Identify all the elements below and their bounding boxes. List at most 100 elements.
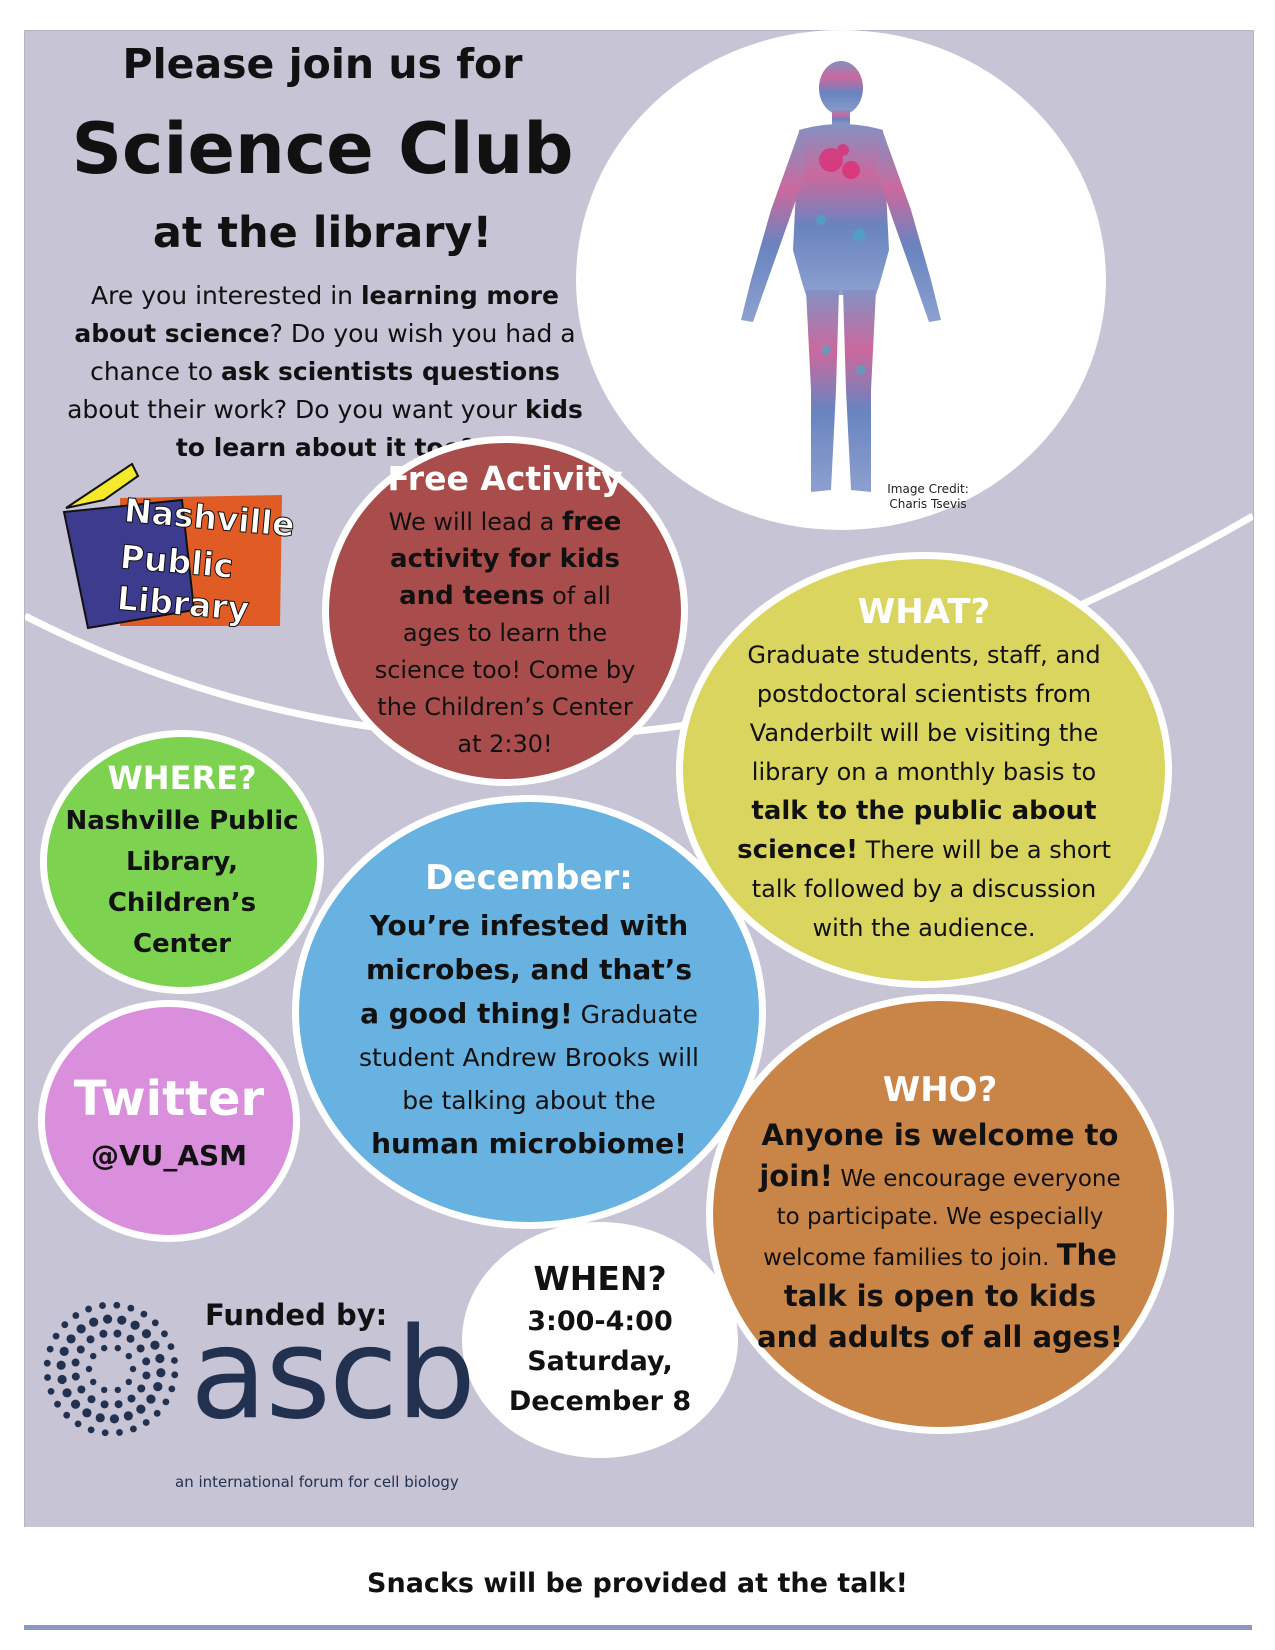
ascb-logo-dot — [99, 1302, 106, 1309]
december-title: December: — [425, 858, 633, 898]
header-line-3: at the library! — [152, 208, 493, 258]
ascb-logo-dot — [156, 1368, 166, 1378]
ascb-dots-logo-icon — [43, 1301, 179, 1437]
ascb-logo-dot — [130, 1320, 140, 1330]
what-text-part: Graduate students, staff, and postdoctor… — [747, 641, 1101, 786]
ascb-logo-dot — [101, 1429, 109, 1437]
page-title: Science Club — [71, 108, 574, 190]
ascb-logo-dot — [123, 1411, 133, 1421]
ascb-logo-dot — [59, 1346, 69, 1356]
nashville-public-library-logo: Nashville Public Library — [62, 460, 302, 640]
ascb-logo-dot — [140, 1310, 148, 1318]
ascb-logo-dot — [113, 1329, 122, 1338]
who-bold: Anyone is welcome to join! — [759, 1117, 1119, 1193]
ascb-logo-dot — [136, 1404, 146, 1414]
ascb-logo-dot — [155, 1353, 165, 1364]
ascb-logo-dot — [72, 1312, 80, 1319]
ascb-logo-dot — [82, 1408, 92, 1418]
ascb-logo-dot — [114, 1386, 121, 1394]
ascb-logo-dot — [63, 1411, 71, 1419]
ascb-logo-dot — [74, 1420, 82, 1428]
december-bold: human microbiome! — [371, 1127, 687, 1160]
december-text: You’re infested with microbes, and that’… — [353, 904, 705, 1166]
free-activity-circle: Free Activity We will lead a free activi… — [322, 436, 688, 786]
december-text-part: Graduate student Andrew Brooks will be t… — [358, 1000, 700, 1115]
when-day: Saturday, — [527, 1345, 673, 1377]
intro-bold: kids to learn about it too — [175, 395, 583, 462]
intro-bold: learning more about science — [74, 281, 559, 348]
where-line: Nashville Public — [65, 806, 299, 836]
ascb-logo-dot — [142, 1357, 151, 1366]
ascb-logo-dot — [52, 1332, 60, 1340]
ascb-logo-dot — [127, 1394, 136, 1403]
ascb-logo-dot — [102, 1314, 113, 1324]
ascb-logo-dot — [167, 1343, 175, 1350]
ascb-logo-dot — [90, 1378, 97, 1386]
ascb-logo-dot — [142, 1371, 151, 1380]
twitter-handle[interactable]: @VU_ASM — [90, 1138, 248, 1172]
ascb-logo-dot — [142, 1419, 150, 1426]
ascb-logo-dot — [101, 1344, 108, 1352]
footer-note: Snacks will be provided at the talk! — [367, 1568, 908, 1599]
ascb-logo-dot — [87, 1395, 96, 1404]
ascb-logo-dot — [43, 1359, 51, 1367]
human-silhouette-illustration — [741, 61, 941, 492]
ascb-logo-dot — [162, 1398, 170, 1406]
ascb-tagline: an international forum for cell biology — [175, 1473, 459, 1491]
intro-text: Are you interested in — [91, 281, 361, 310]
ascb-logo-dot — [168, 1385, 176, 1393]
where-text: Nashville Public Library, Children’s Cen… — [65, 801, 298, 965]
who-bold: The talk is open to kids and adults of a… — [757, 1237, 1123, 1354]
intro-bold: ask scientists questions — [220, 357, 560, 386]
when-title: WHEN? — [533, 1258, 667, 1298]
ascb-logo-dot — [136, 1344, 145, 1353]
human-figure-image — [576, 30, 1106, 530]
when-circle: WHEN? 3:00-4:00 Saturday, December 8 — [462, 1222, 738, 1458]
ascb-logo-dot — [127, 1304, 135, 1312]
what-text: Graduate students, staff, and postdoctor… — [735, 636, 1113, 948]
ascb-logo-dot — [57, 1374, 67, 1385]
ascb-logo-dot — [77, 1385, 86, 1394]
header-line-1: Please join us for — [122, 40, 523, 88]
ascb-logo-dot — [101, 1386, 108, 1394]
ascb-logo-dot — [113, 1301, 121, 1309]
what-circle: WHAT? Graduate students, staff, and post… — [676, 552, 1172, 988]
when-time: 3:00-4:00 — [527, 1305, 673, 1337]
ascb-logo-dot — [125, 1352, 132, 1360]
what-text-part: There will be a short talk followed by a… — [751, 836, 1111, 942]
ascb-logo-dot — [125, 1378, 132, 1386]
ascb-logo-dot — [99, 1329, 108, 1338]
ascb-logo-dot — [86, 1335, 95, 1344]
free-activity-text: We will lead a free activity for kids an… — [369, 504, 641, 763]
ascb-logo-dot — [44, 1374, 51, 1381]
funded-by-label: Funded by: — [205, 1298, 388, 1332]
intro-text: ? Do you wish you had a chance to — [90, 319, 576, 386]
ascb-logo-dot — [71, 1358, 80, 1367]
where-line: Children’s — [107, 888, 257, 918]
free-activity-text-part: We will lead a — [388, 508, 562, 536]
ascb-logo-dot — [62, 1388, 72, 1398]
ascb-logo-dot — [150, 1340, 160, 1350]
intro-text: about their work? Do you want your — [67, 395, 525, 424]
where-line: Library, — [125, 847, 239, 877]
december-circle: December: You’re infested with microbes,… — [292, 795, 766, 1229]
ascb-logo-dot — [109, 1414, 120, 1424]
ascb-logo-dot — [146, 1394, 156, 1404]
ascb-logo-dot — [47, 1388, 55, 1395]
ascb-logo-dot — [130, 1425, 137, 1433]
ascb-logo-dot — [126, 1334, 135, 1343]
twitter-circle: Twitter @VU_ASM — [38, 1000, 300, 1242]
ascb-logo-dot — [61, 1321, 69, 1329]
ascb-logo-dot — [171, 1357, 178, 1364]
december-bold: You’re infested with microbes, and that’… — [360, 909, 693, 1030]
ascb-logo-dot — [85, 1305, 92, 1313]
ascb-logo-dot — [95, 1413, 105, 1423]
who-title: WHO? — [882, 1069, 998, 1110]
ascb-logo-dot — [87, 1426, 95, 1434]
ascb-logo-dot — [161, 1330, 168, 1338]
when-date: December 8 — [508, 1385, 692, 1417]
free-activity-title: Free Activity — [387, 459, 623, 498]
ascb-logo-dot — [76, 1324, 86, 1334]
where-circle: WHERE? Nashville Public Library, Childre… — [40, 730, 324, 994]
ascb-logo-dot — [71, 1372, 80, 1381]
